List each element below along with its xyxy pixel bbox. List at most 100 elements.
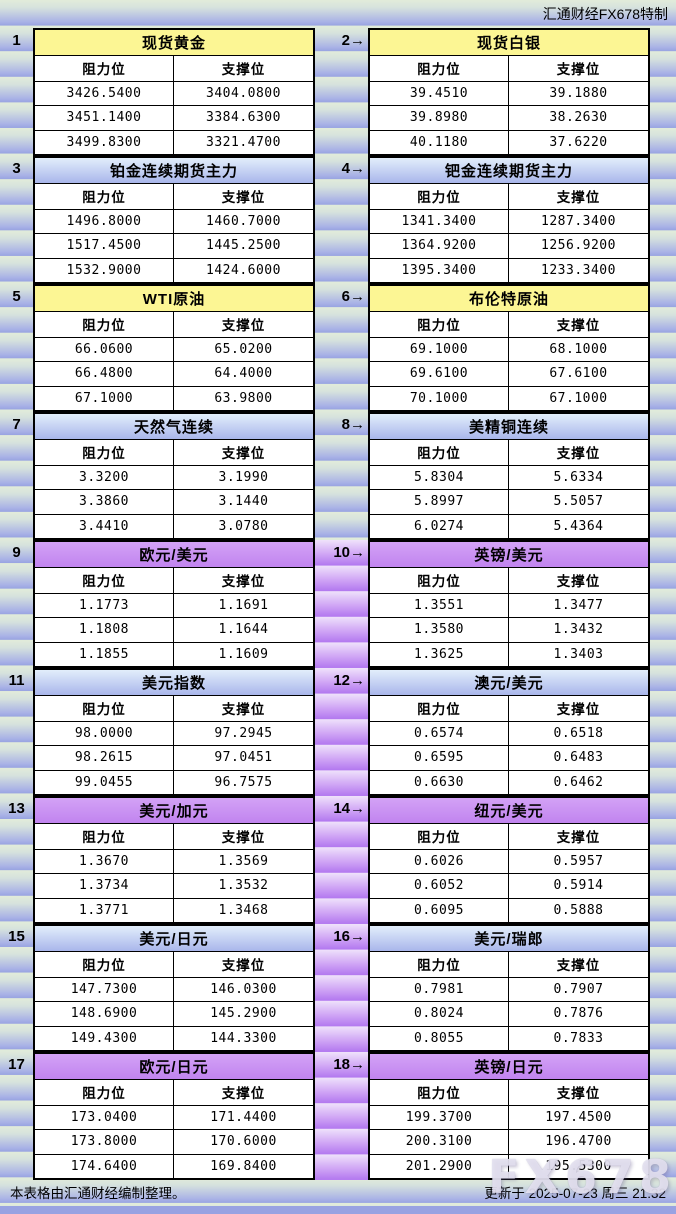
resistance-value: 1341.3400: [370, 208, 509, 233]
panel-table: 阻力位 支撑位 3.3200 3.1990 3.3860 3.1440 3.44…: [35, 440, 313, 538]
quote-panel: 英镑/美元 阻力位 支撑位 1.3551 1.3477 1.3580 1.343…: [368, 540, 650, 668]
support-value: 67.1000: [509, 385, 648, 411]
panel-title-left: 美元/加元: [35, 798, 313, 824]
panel-number: 8→: [341, 416, 365, 433]
panel-table: 阻力位 支撑位 0.6574 0.6518 0.6595 0.6483 0.66…: [370, 696, 648, 794]
resistance-value: 174.6400: [35, 1153, 174, 1178]
support-value: 0.7876: [509, 1001, 648, 1026]
resistance-header: 阻力位: [370, 56, 509, 81]
panel-number: 16→: [333, 928, 365, 945]
support-value: 170.6000: [174, 1129, 313, 1154]
panel-title-right: 现货白银: [370, 30, 648, 56]
panel-table: 阻力位 支撑位 1341.3400 1287.3400 1364.9200 12…: [370, 184, 648, 282]
resistance-value: 1.3551: [370, 592, 509, 617]
support-value: 1445.2500: [174, 233, 313, 258]
support-value: 3.0780: [174, 513, 313, 539]
panel-title-left: WTI原油: [35, 286, 313, 312]
support-header: 支撑位: [221, 190, 266, 206]
section-row: 11 美元指数 阻力位 支撑位 98.0000 97.2945 98.2615 …: [0, 668, 676, 796]
gutter: 14→: [315, 796, 368, 924]
support-value: 3.1440: [174, 489, 313, 514]
section-row: 7 天然气连续 阻力位 支撑位 3.3200 3.1990 3.3860 3.1…: [0, 412, 676, 540]
left-margin: 5: [0, 284, 33, 412]
resistance-value: 1496.8000: [35, 208, 174, 233]
quote-panel: 欧元/日元 阻力位 支撑位 173.0400 171.4400 173.8000…: [33, 1052, 315, 1180]
resistance-header: 阻力位: [370, 952, 509, 977]
left-margin: 7: [0, 412, 33, 540]
panel-table: 阻力位 支撑位 69.1000 68.1000 69.6100 67.6100 …: [370, 312, 648, 410]
panel-title-right: 英镑/日元: [370, 1054, 648, 1080]
support-value: 1.3403: [509, 641, 648, 667]
quote-panel: 美精铜连续 阻力位 支撑位 5.8304 5.6334 5.8997 5.505…: [368, 412, 650, 540]
support-value: 0.5914: [509, 873, 648, 898]
support-value: 0.5888: [509, 897, 648, 923]
panel-number: 4→: [341, 160, 365, 177]
support-value: 3384.6300: [174, 105, 313, 130]
panel-title-right: 钯金连续期货主力: [370, 158, 648, 184]
panel-table: 阻力位 支撑位 98.0000 97.2945 98.2615 97.0451 …: [35, 696, 313, 794]
support-value: 97.2945: [174, 720, 313, 746]
resistance-value: 0.7981: [370, 976, 509, 1001]
panel-number: 14→: [333, 800, 365, 817]
support-value: 144.3300: [174, 1025, 313, 1051]
support-value: 145.2900: [174, 1001, 313, 1026]
resistance-value: 1395.3400: [370, 257, 509, 282]
resistance-value: 200.3100: [370, 1129, 509, 1154]
right-margin: [650, 28, 676, 156]
resistance-header: 阻力位: [35, 952, 174, 977]
resistance-value: 39.8980: [370, 105, 509, 130]
quote-panel: 纽元/美元 阻力位 支撑位 0.6026 0.5957 0.6052 0.591…: [368, 796, 650, 924]
gutter: 12→: [315, 668, 368, 796]
resistance-header: 阻力位: [35, 56, 174, 81]
resistance-value: 173.8000: [35, 1129, 174, 1154]
resistance-value: 0.6595: [370, 745, 509, 770]
support-value: 169.8400: [174, 1153, 313, 1179]
support-value: 196.4700: [509, 1129, 648, 1154]
resistance-value: 0.6574: [370, 720, 509, 745]
panel-table: 阻力位 支撑位 1496.8000 1460.7000 1517.4500 14…: [35, 184, 313, 282]
section-row: 13 美元/加元 阻力位 支撑位 1.3670 1.3569 1.3734 1.…: [0, 796, 676, 924]
support-value: 1233.3400: [509, 257, 648, 283]
resistance-value: 66.0600: [35, 336, 174, 361]
panel-title-left: 现货黄金: [35, 30, 313, 56]
right-margin: [650, 540, 676, 668]
resistance-value: 3.4410: [35, 513, 174, 538]
resistance-value: 0.6052: [370, 873, 509, 898]
resistance-value: 67.1000: [35, 385, 174, 410]
resistance-header: 阻力位: [370, 440, 509, 465]
panel-number: 13: [8, 800, 25, 817]
gutter: 4→: [315, 156, 368, 284]
resistance-value: 1.1773: [35, 592, 174, 617]
gutter: 8→: [315, 412, 368, 540]
left-margin: 13: [0, 796, 33, 924]
panel-number: 5: [12, 288, 21, 305]
support-header: 支撑位: [556, 1086, 601, 1102]
resistance-value: 3.3200: [35, 464, 174, 489]
right-margin: [650, 796, 676, 924]
right-margin: [650, 412, 676, 540]
panel-title-right: 美精铜连续: [370, 414, 648, 440]
panel-number: 11: [8, 672, 25, 689]
resistance-value: 40.1180: [370, 129, 509, 154]
resistance-header: 阻力位: [35, 568, 174, 593]
section-row: 9 欧元/美元 阻力位 支撑位 1.1773 1.1691 1.1808 1.1…: [0, 540, 676, 668]
resistance-value: 1364.9200: [370, 233, 509, 258]
resistance-value: 0.6026: [370, 848, 509, 873]
quote-panel: 钯金连续期货主力 阻力位 支撑位 1341.3400 1287.3400 136…: [368, 156, 650, 284]
brand-banner: 汇通财经FX678特制: [0, 0, 676, 28]
resistance-header: 阻力位: [370, 824, 509, 849]
support-value: 1287.3400: [509, 208, 648, 234]
support-value: 5.6334: [509, 464, 648, 490]
section-row: 17 欧元/日元 阻力位 支撑位 173.0400 171.4400 173.8…: [0, 1052, 676, 1180]
section-row: 1 现货黄金 阻力位 支撑位 3426.5400 3404.0800 3451.…: [0, 28, 676, 156]
resistance-value: 1517.4500: [35, 233, 174, 258]
resistance-value: 5.8997: [370, 489, 509, 514]
quote-panel: 澳元/美元 阻力位 支撑位 0.6574 0.6518 0.6595 0.648…: [368, 668, 650, 796]
panel-table: 阻力位 支撑位 0.6026 0.5957 0.6052 0.5914 0.60…: [370, 824, 648, 922]
support-value: 3321.4700: [174, 129, 313, 155]
resistance-value: 3.3860: [35, 489, 174, 514]
panel-table: 阻力位 支撑位 1.1773 1.1691 1.1808 1.1644 1.18…: [35, 568, 313, 666]
support-value: 0.6483: [509, 745, 648, 770]
support-value: 1.3477: [509, 592, 648, 618]
support-header: 支撑位: [221, 318, 266, 334]
